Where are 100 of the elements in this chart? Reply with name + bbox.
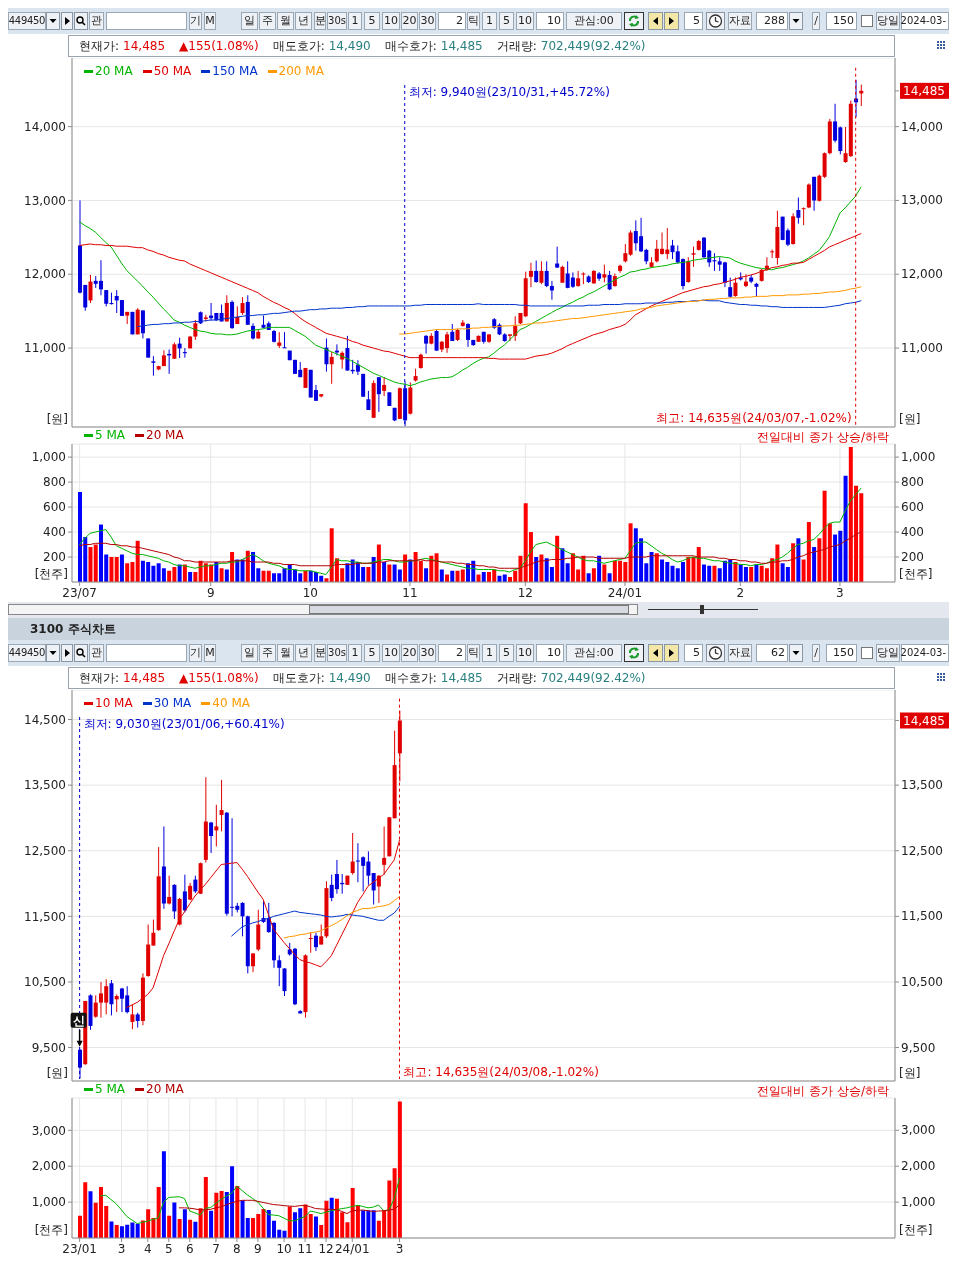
text: 기 — [190, 14, 201, 28]
text: 당일 — [877, 646, 899, 660]
x-tick-label: 7 — [212, 1241, 220, 1256]
y2-tick-label: 1,000 — [901, 1195, 936, 1210]
bar — [214, 1192, 219, 1238]
x-tick-label: 10 — [276, 1241, 292, 1256]
x-tick-label: 3 — [117, 1241, 126, 1256]
bar — [114, 557, 119, 582]
candlestick — [167, 875, 172, 906]
text: 2 — [456, 646, 463, 660]
bar — [193, 572, 198, 582]
text: 20 — [402, 14, 417, 28]
bar — [754, 564, 759, 582]
y-tick-label: 14,000 — [24, 119, 66, 134]
text: 14,485 — [440, 39, 483, 53]
legend-label: 40 MA — [211, 696, 250, 710]
y-tick-label: 400 — [43, 525, 66, 540]
x-tick-label: 24/01 — [334, 1241, 370, 1256]
legend-label: 20 MA — [145, 1082, 184, 1096]
line-series — [100, 1177, 400, 1225]
legend-label: 200 MA — [277, 64, 324, 78]
text: 14,485 — [440, 671, 483, 685]
y2-tick-label: 600 — [901, 500, 924, 515]
y2-tick-label: 800 — [901, 475, 924, 490]
text: 틱 — [468, 14, 479, 28]
bar — [308, 1213, 313, 1238]
y2-tick-label: 14,000 — [901, 119, 943, 134]
text: 1 — [351, 646, 359, 660]
candlestick — [251, 952, 256, 973]
candlestick — [151, 355, 156, 377]
x-tick-label: 5 — [164, 1241, 173, 1256]
text: 자료 — [729, 14, 751, 28]
candlestick — [88, 274, 93, 304]
bar — [534, 557, 539, 582]
bar — [156, 1187, 161, 1238]
y-tick-label: 12,000 — [24, 267, 66, 282]
candlestick — [528, 262, 533, 288]
text: 150 — [833, 646, 854, 660]
bar — [397, 1101, 402, 1238]
text: 분 — [314, 14, 326, 28]
legend-label: 30 MA — [152, 696, 192, 710]
candlestick — [534, 260, 539, 284]
y2-axis-title: [천주] — [899, 567, 933, 581]
text: 일 — [244, 14, 255, 28]
text: 10 — [518, 646, 532, 660]
text: 년 — [298, 14, 309, 28]
candlestick — [801, 206, 806, 226]
legend-label: 10 MA — [94, 696, 133, 710]
text: 현재가: — [79, 37, 120, 55]
bar — [203, 1176, 208, 1238]
candlestick — [245, 294, 250, 326]
candlestick — [466, 322, 471, 348]
text: ▲155(1.08%) — [179, 39, 259, 53]
text: / — [814, 14, 818, 28]
y2-tick-label: 13,500 — [901, 778, 943, 793]
bar — [88, 1191, 93, 1238]
bar — [371, 1210, 376, 1238]
candlestick — [182, 874, 187, 913]
y-axis-title: [원] — [46, 412, 68, 426]
bar — [251, 1217, 256, 1238]
candlestick — [434, 329, 439, 352]
y2-tick-label: 9,500 — [901, 1040, 936, 1055]
y2-tick-label: 12,500 — [901, 843, 943, 858]
bar — [135, 1223, 140, 1238]
text: 14,485 — [123, 671, 166, 685]
bar — [560, 548, 565, 582]
text: 5 — [368, 14, 376, 28]
bar — [607, 573, 612, 582]
bar — [812, 547, 817, 582]
text: 월 — [280, 14, 291, 28]
bar — [733, 562, 738, 582]
bar — [182, 1209, 187, 1238]
x-tick-label: 6 — [185, 1241, 194, 1256]
candlestick — [98, 259, 103, 296]
y2-axis-title: [천주] — [899, 1223, 933, 1237]
x-tick-label: 2 — [736, 585, 745, 600]
candlestick — [350, 832, 355, 876]
bar — [387, 564, 392, 582]
annotation: 최고: 14,635원(24/03/07,-1.02%) — [656, 411, 852, 425]
text: 틱 — [468, 646, 479, 660]
y-tick-label: 3,000 — [31, 1123, 66, 1138]
candlestick — [812, 176, 817, 212]
y-tick-label: 200 — [43, 550, 66, 565]
candlestick — [329, 351, 334, 385]
bar — [586, 573, 591, 582]
bar — [361, 1210, 366, 1238]
candlestick — [282, 331, 287, 349]
bar — [628, 523, 633, 582]
y-tick-label: 13,000 — [24, 193, 66, 208]
bar — [313, 1216, 318, 1238]
y2-tick-label: 2,000 — [901, 1159, 936, 1174]
text: 2024-03- — [900, 14, 946, 28]
candlestick — [240, 901, 245, 937]
text: 150 — [833, 14, 854, 28]
bar — [785, 567, 790, 582]
y2-tick-label: 14,485 — [903, 713, 945, 728]
y2-tick-label: 11,000 — [901, 341, 943, 356]
candlestick — [355, 359, 360, 376]
bar — [749, 567, 754, 582]
bar — [654, 553, 659, 582]
